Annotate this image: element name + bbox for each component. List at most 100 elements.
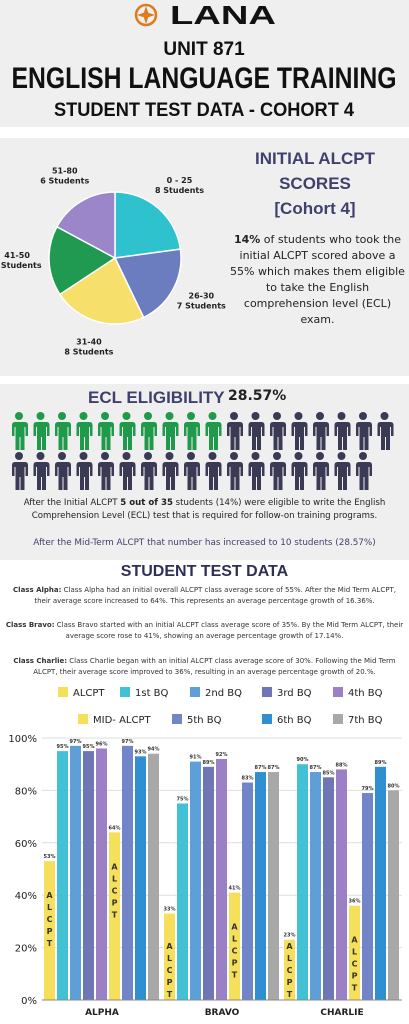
legend-label: ALCPT <box>73 688 105 699</box>
bar <box>323 777 334 1000</box>
unit: UNIT 871 <box>163 39 245 60</box>
bar <box>148 753 159 1000</box>
value-label: 89% <box>203 760 215 766</box>
person-icon <box>227 452 243 490</box>
header-panel <box>0 0 409 127</box>
head <box>36 412 45 420</box>
text: Class Charlie began with an initial ALCP… <box>33 657 396 676</box>
person-icon <box>33 452 50 490</box>
legend-label: 5th BQ <box>187 715 222 726</box>
body <box>248 422 265 450</box>
text: Class Alpha had an initial overall ALCPT… <box>34 586 396 605</box>
test-title: STUDENT TEST DATA <box>120 563 289 580</box>
body <box>313 462 329 490</box>
head <box>144 452 152 460</box>
body <box>270 462 286 490</box>
person-icon <box>184 412 200 450</box>
x-tick-label: CHARLIE <box>320 1008 363 1018</box>
body <box>227 422 243 450</box>
text: Class Bravo started with an initial ALCP… <box>54 621 404 640</box>
head <box>122 412 131 420</box>
person-icon <box>334 412 351 450</box>
legend-swatch <box>333 714 343 724</box>
pie-slice <box>48 225 117 296</box>
main-title: ENGLISH LANGUAGE TRAINING <box>12 62 397 95</box>
person-icon <box>162 412 179 450</box>
pie-slice <box>55 191 116 260</box>
class-note: Class Bravo: Class Bravo started with an… <box>5 620 404 642</box>
text: students (14%) were eligible to write th… <box>31 498 386 521</box>
slice-label: 6 Students <box>40 176 89 185</box>
bar-text: ALCPT <box>110 862 119 922</box>
head <box>273 452 281 460</box>
head <box>165 452 174 460</box>
legend-swatch <box>333 687 343 697</box>
head <box>316 452 324 460</box>
label: Class Bravo: <box>5 621 55 629</box>
person-icon <box>98 412 114 450</box>
person-icon <box>356 452 372 490</box>
head <box>337 412 346 420</box>
y-tick-label: 40% <box>15 891 37 902</box>
value-label: 91% <box>190 755 202 761</box>
value-label: 79% <box>362 786 374 792</box>
body <box>205 462 222 490</box>
bar <box>83 751 94 1000</box>
head <box>144 412 152 420</box>
bar <box>190 761 201 1000</box>
legend-swatch <box>172 714 182 724</box>
body <box>119 422 136 450</box>
person-icon <box>141 452 157 490</box>
highlight: 14% <box>233 233 261 246</box>
bar-text: ALCPT <box>285 942 294 1002</box>
value-label: 87% <box>268 765 280 771</box>
value-label: 96% <box>96 741 108 747</box>
legend-swatch <box>262 714 272 724</box>
body <box>377 422 394 450</box>
body <box>98 462 114 490</box>
body <box>356 422 372 450</box>
person-icon <box>12 412 28 450</box>
body <box>184 462 200 490</box>
text: After the Initial ALCPT <box>23 498 121 508</box>
bar-text: ALCPT <box>45 891 54 951</box>
legend-label: 4th BQ <box>348 688 383 699</box>
scores-title: INITIAL ALCPT SCORES [Cohort 4] <box>225 146 405 221</box>
body <box>291 462 308 490</box>
value-label: 75% <box>177 797 189 803</box>
value-label: 88% <box>336 762 348 768</box>
body <box>162 462 179 490</box>
value-label: 97% <box>122 739 134 745</box>
class-note: Class Charlie: Class Charlie began with … <box>5 656 404 678</box>
head <box>79 412 88 420</box>
value-label: 64% <box>109 825 121 831</box>
value-label: 36% <box>349 899 361 905</box>
head <box>337 452 346 460</box>
bar-chart: 0% 20% 40% 60% 80% 100% ALCPT 1st BQ 2nd BQ 3rd B… <box>8 687 402 1018</box>
logo-icon <box>134 3 158 27</box>
body <box>76 422 93 450</box>
head <box>380 412 389 420</box>
bar <box>268 772 279 1000</box>
value-label: 23% <box>284 933 296 939</box>
bar <box>255 772 266 1000</box>
bar <box>229 892 240 1000</box>
value-label: 95% <box>57 744 69 750</box>
head <box>15 452 23 460</box>
legend-label: 2nd BQ <box>205 688 242 699</box>
bar <box>44 861 55 1000</box>
x-tick-label: ALPHA <box>85 1008 119 1018</box>
value-label: 83% <box>242 776 254 782</box>
person-icon <box>141 412 157 450</box>
person-icon <box>270 452 286 490</box>
label: Class Alpha: <box>13 586 62 594</box>
person-icon <box>205 452 222 490</box>
head <box>294 412 303 420</box>
person-icon <box>313 452 329 490</box>
head <box>58 452 66 460</box>
body <box>205 422 222 450</box>
body <box>162 422 179 450</box>
